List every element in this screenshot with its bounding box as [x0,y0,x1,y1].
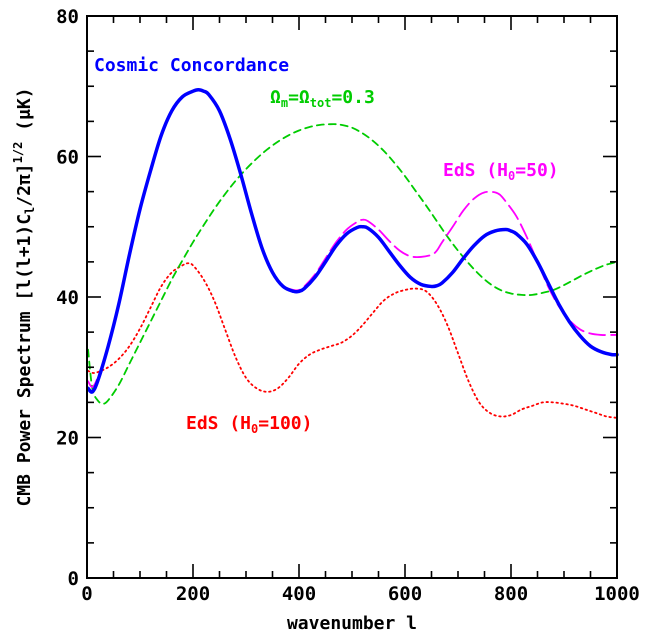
x-axis-title: wavenumber l [287,613,417,634]
series-line-solid [86,88,619,394]
series-layer [86,88,619,419]
annotation-eds-h100-suffix: =100) [258,413,312,434]
y-tick-label: 40 [56,287,79,309]
annotation-omega-m-symbol: Ω [270,87,281,108]
annotation-eds-h50: EdS (H0=50) [443,160,559,183]
y-tick-label: 20 [56,428,79,450]
annotation-eds-h100: EdS (H0=100) [186,413,312,436]
series-line-short-dash [87,123,618,405]
annotation-omega-m-sub1: m [281,96,288,110]
annotation-eds-h100-prefix: EdS (H [186,413,251,434]
x-tick-label: 0 [81,583,92,605]
x-tick-label: 800 [494,583,528,605]
x-tick-label: 1000 [594,583,640,605]
x-tick-label: 200 [176,583,210,605]
y-axis-title-sup: 1/2 [11,142,25,164]
annotation-omega-m-suffix: =0.3 [331,87,374,108]
annotation-eds-h100-sub: 0 [251,422,258,436]
annotation-omega-m: Ωm=Ωtot=0.3 [270,87,375,110]
y-axis-title: CMB Power Spectrum [l(l+1)Cl/2π]1/2 (μK) [11,87,37,506]
y-axis-title-mid: /2π] [14,163,35,206]
y-tick-label: 60 [56,147,79,169]
annotation-omega-m-mid: =Ω [288,87,310,108]
annotation-eds-h50-prefix: EdS (H [443,160,508,181]
annotation-cosmic-concordance: Cosmic Concordance [94,55,289,76]
annotation-eds-h50-sub: 0 [508,169,515,183]
annotation-omega-m-sub2: tot [310,96,332,110]
y-axis-title-suffix: (μK) [14,87,35,141]
y-tick-label: 80 [56,6,79,28]
tick-label-layer: 0 200 400 600 800 1000 0 20 40 60 80 [56,6,640,605]
series-line-dotted [87,262,618,419]
y-axis-title-sub: l [23,207,37,214]
x-tick-label: 400 [282,583,316,605]
x-tick-label: 600 [388,583,422,605]
y-tick-label: 0 [68,568,79,590]
series-line-long-dash [87,89,618,388]
annotation-eds-h50-suffix: =50) [515,160,558,181]
tick-layer [86,15,618,579]
y-axis-title-prefix: CMB Power Spectrum [l(l+1)C [14,214,35,507]
